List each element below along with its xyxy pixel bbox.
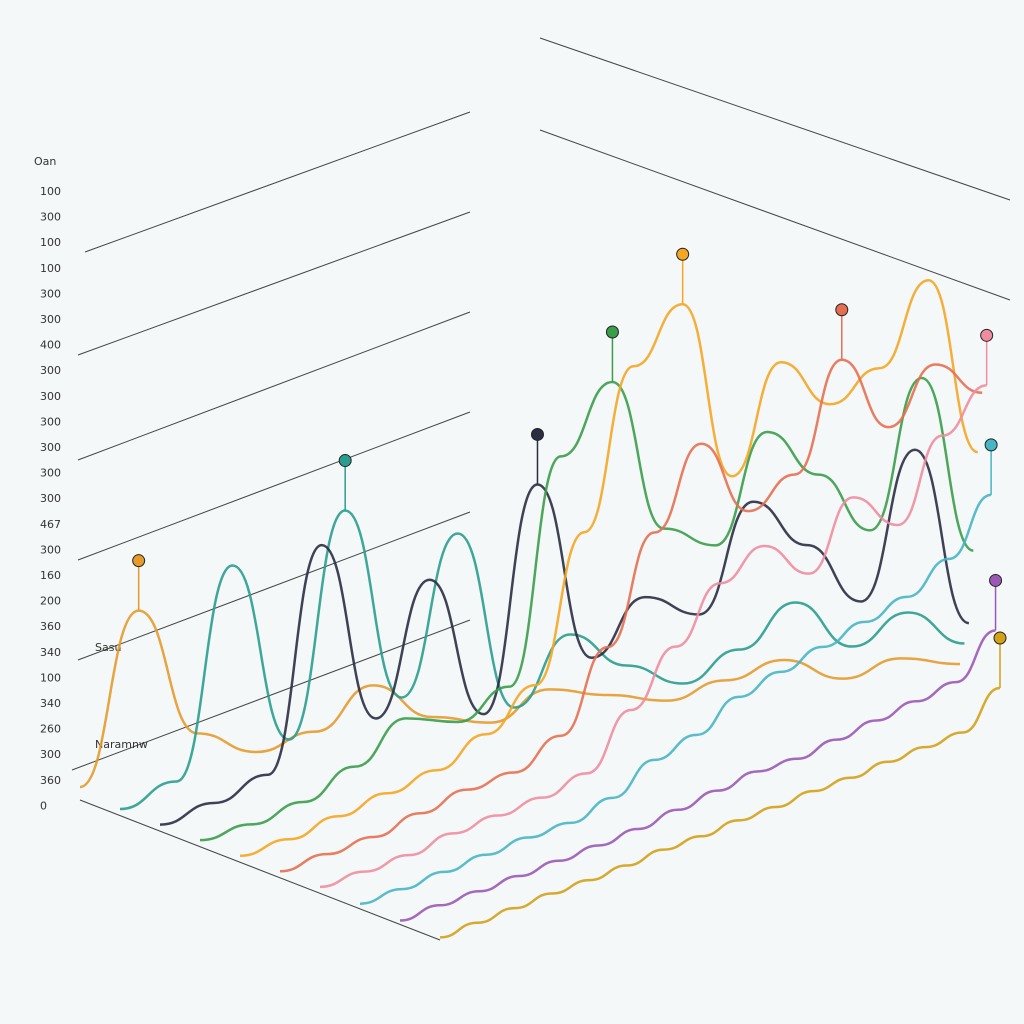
depth-axis (79, 799, 441, 941)
back-line (539, 37, 1011, 201)
ridge-line (239, 278, 979, 857)
y-axis-label: 340 (40, 646, 61, 659)
y-axis-label: 360 (40, 620, 61, 633)
ridge-line (199, 376, 974, 842)
y-axis-label: 467 (40, 518, 61, 531)
y-axis-label: 160 (40, 569, 61, 582)
y-axis-label: 340 (40, 697, 61, 710)
ridge-line (119, 509, 965, 811)
y-axis-label: 400 (40, 339, 61, 352)
y-axis-label: 300 (40, 467, 61, 480)
peak-marker (980, 328, 994, 342)
peak-marker (132, 554, 146, 568)
y-axis-label: 200 (40, 595, 61, 608)
y-axis-label: 0 (40, 799, 47, 812)
annotation: Naramnw (95, 738, 148, 751)
ridge-line (319, 384, 987, 889)
peak-marker (530, 427, 544, 441)
ridge-line (439, 686, 1001, 939)
ridge-line (279, 358, 983, 873)
y-axis-title: Oan (34, 155, 56, 168)
back-line (77, 211, 471, 356)
back-line (539, 129, 1011, 301)
peak-marker (338, 454, 352, 468)
y-axis-label: 300 (40, 287, 61, 300)
back-line (77, 311, 471, 461)
y-axis-label: 300 (40, 364, 61, 377)
y-axis-label: 300 (40, 543, 61, 556)
peak-marker (984, 438, 998, 452)
peak-marker (993, 631, 1007, 645)
y-axis-label: 300 (40, 441, 61, 454)
y-axis-label: 300 (40, 748, 61, 761)
back-line (84, 111, 471, 253)
y-axis-label: 260 (40, 723, 61, 736)
back-line (77, 411, 471, 561)
ridge-line (359, 493, 992, 905)
peak-marker (989, 573, 1003, 587)
y-axis-label: 300 (40, 390, 61, 403)
peak-marker (676, 247, 690, 261)
peak-marker (835, 303, 849, 317)
back-lines (71, 37, 1011, 941)
y-axis-label: 100 (40, 262, 61, 275)
y-axis-label: 360 (40, 774, 61, 787)
y-axis-label: 300 (40, 415, 61, 428)
peak-marker (605, 325, 619, 339)
y-axis-label: 300 (40, 211, 61, 224)
y-axis-label: 300 (40, 313, 61, 326)
ridge-line (399, 629, 996, 922)
y-axis-label: 100 (40, 671, 61, 684)
y-axis-label: 100 (40, 185, 61, 198)
back-line (77, 511, 471, 661)
y-axis-label: 100 (40, 236, 61, 249)
y-axis-label: 300 (40, 492, 61, 505)
annotation: Sasu (95, 641, 121, 654)
